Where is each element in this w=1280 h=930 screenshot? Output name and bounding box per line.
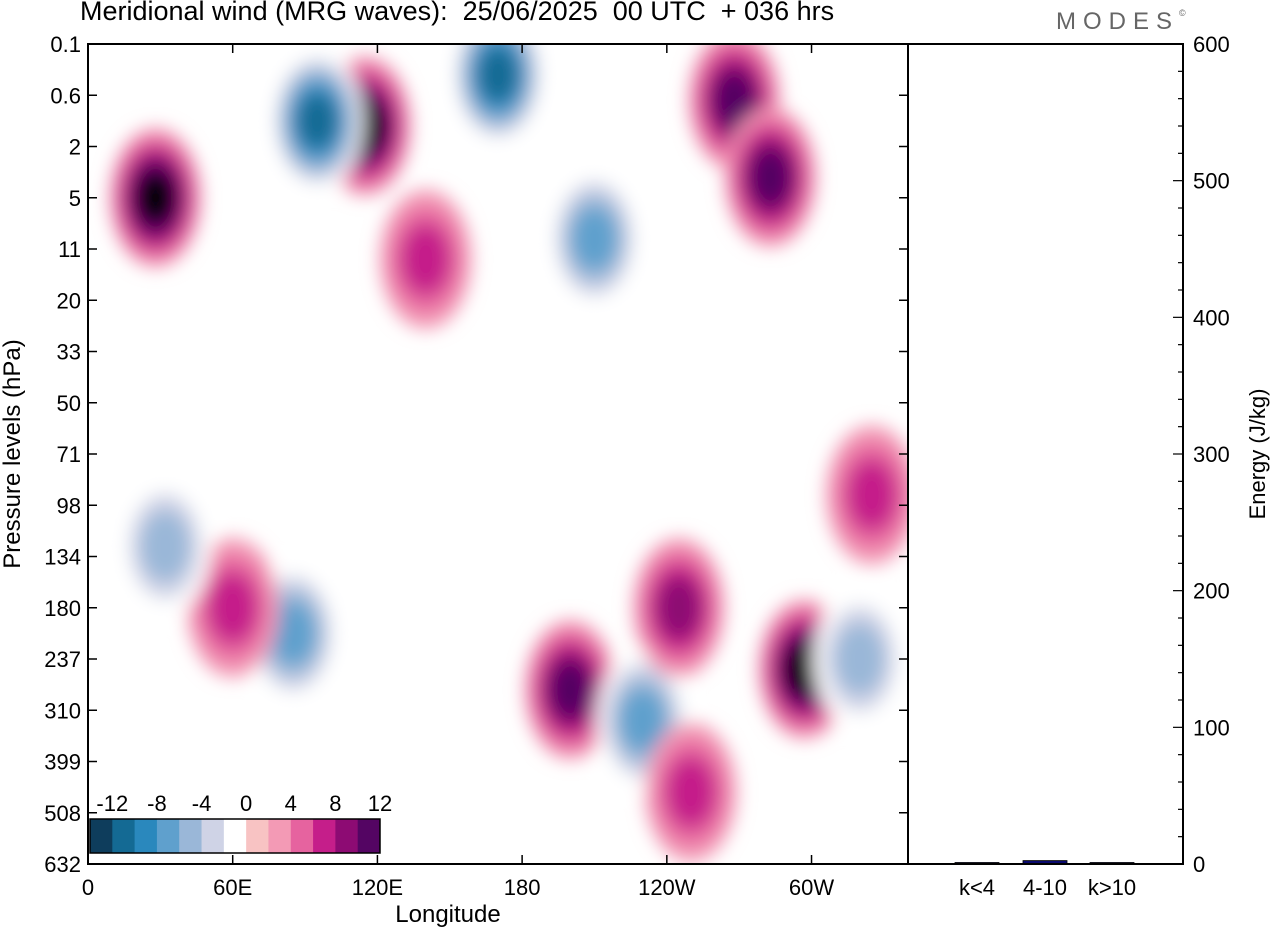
colorbar-swatch-2	[134, 819, 158, 853]
y-tick-label-14: 399	[44, 750, 81, 775]
y-tick-label-5: 20	[57, 288, 81, 313]
chart-title: Meridional wind (MRG waves): 25/06/2025 …	[80, 0, 835, 26]
heatmap-cell-2-5	[297, 94, 337, 148]
heatmap-cell-12-2	[140, 510, 190, 582]
colorbar-swatch-7	[246, 819, 269, 853]
colorbar-swatch-3	[156, 819, 180, 853]
heatmap-cell-15-2	[835, 623, 885, 695]
colorbar-swatch-10	[313, 819, 336, 853]
colorbar-frame	[89, 818, 381, 854]
colorbar-swatch-1	[112, 819, 136, 853]
brand-copyright-mark: ©	[1179, 8, 1186, 18]
energy-tick-label-1: 100	[1193, 715, 1230, 740]
x-tick-label-2: 120E	[352, 875, 403, 900]
brand-logo: MODES©	[1056, 8, 1186, 36]
heatmap-cell-13-3	[656, 576, 701, 639]
heatmap-blobs	[109, 44, 908, 863]
x-tick-label-4: 120W	[638, 875, 696, 900]
colorbar-label-1: -8	[147, 791, 167, 816]
y-tick-label-11: 180	[44, 596, 81, 621]
y-tick-label-16: 632	[44, 852, 81, 877]
heatmap-cell-6-4	[750, 148, 791, 206]
colorbar-label-4: 4	[285, 791, 297, 816]
energy-tick-label-4: 400	[1193, 305, 1230, 330]
colorbar-swatch-11	[335, 819, 359, 853]
y-tick-label-0: 0.1	[50, 32, 81, 57]
heatmap-cell-17-2	[847, 459, 897, 531]
y-tick-label-4: 11	[58, 237, 81, 262]
y-tick-label-3: 5	[69, 186, 81, 211]
energy-tick-label-6: 600	[1193, 32, 1230, 57]
heatmap-cell-4-4	[713, 71, 755, 129]
colorbar-label-5: 8	[329, 791, 341, 816]
x-tick-label-0: 0	[82, 875, 94, 900]
heatmap-cell-3-5	[478, 48, 518, 102]
colorbar-swatch-8	[268, 819, 292, 853]
y-tick-label-10: 134	[44, 545, 81, 570]
colorbar-swatch-0	[90, 819, 113, 853]
x-tick-label-3: 180	[504, 875, 541, 900]
colorbar-label-2: -4	[192, 791, 212, 816]
colorbar: -12 -8 -4 0 4 8 12	[86, 782, 392, 856]
energy-tick-label-0: 0	[1193, 852, 1205, 877]
heatmap-cell-11-3	[620, 689, 665, 752]
energy-tick-label-5: 500	[1193, 169, 1230, 194]
brand-name: MODES	[1056, 8, 1180, 35]
energy-category-label-1: 4-10	[1023, 875, 1067, 900]
heatmap-cell-14-2	[666, 756, 716, 828]
heatmap-field	[88, 44, 908, 864]
energy-category-label-2: k>10	[1088, 875, 1136, 900]
heatmap-cell-10-2	[208, 572, 258, 644]
y-tick-label-6: 33	[57, 340, 81, 365]
y-tick-label-2: 2	[69, 135, 81, 160]
y-tick-label-9: 98	[57, 493, 81, 518]
colorbar-label-3: 0	[240, 791, 252, 816]
x-tick-label-1: 60E	[213, 875, 252, 900]
x-tick-label-5: 60W	[789, 875, 834, 900]
heatmap-cell-8-4	[549, 661, 591, 719]
colorbar-swatch-6	[223, 819, 247, 853]
colorbar-label-0: -12	[96, 791, 128, 816]
colorbar-swatch-4	[179, 819, 203, 853]
energy-tick-label-3: 300	[1193, 442, 1230, 467]
chart-axes: 0.1 0.6 2 5 11 20 33 50 71 98 134 180 237 310 399 508 63…	[0, 32, 1184, 928]
energy-tick-label-2: 200	[1193, 579, 1230, 604]
energy-category-label-0: k<4	[959, 875, 995, 900]
y-axis-label: Pressure levels (hPa)	[0, 339, 26, 568]
y-tick-label-8: 71	[57, 442, 81, 467]
heatmap-cell-9-3	[271, 602, 315, 665]
heatmap-cell-5-3	[572, 207, 617, 270]
x-axis-label: Longitude	[395, 901, 500, 928]
y-tick-label-15: 508	[44, 801, 81, 826]
colorbar-swatch-9	[290, 819, 314, 853]
colorbar-swatch-5	[201, 819, 225, 853]
heatmap-cell-16-2	[400, 223, 451, 295]
y-tick-label-12: 237	[44, 647, 81, 672]
energy-bars: 0 100 200 300 400 500 600 Energy (J/kg) k<4 4-10 k…	[954, 32, 1270, 900]
heatmap-cell-0-5	[136, 171, 175, 225]
y-tick-label-13: 310	[44, 698, 81, 723]
colorbar-swatch-12	[357, 819, 381, 853]
energy-axis-label: Energy (J/kg)	[1245, 389, 1270, 520]
y-tick-label-7: 50	[57, 391, 81, 416]
energy-panel-frame	[907, 43, 1184, 865]
y-tick-label-1: 0.6	[50, 83, 81, 108]
colorbar-label-6: 12	[368, 791, 392, 816]
